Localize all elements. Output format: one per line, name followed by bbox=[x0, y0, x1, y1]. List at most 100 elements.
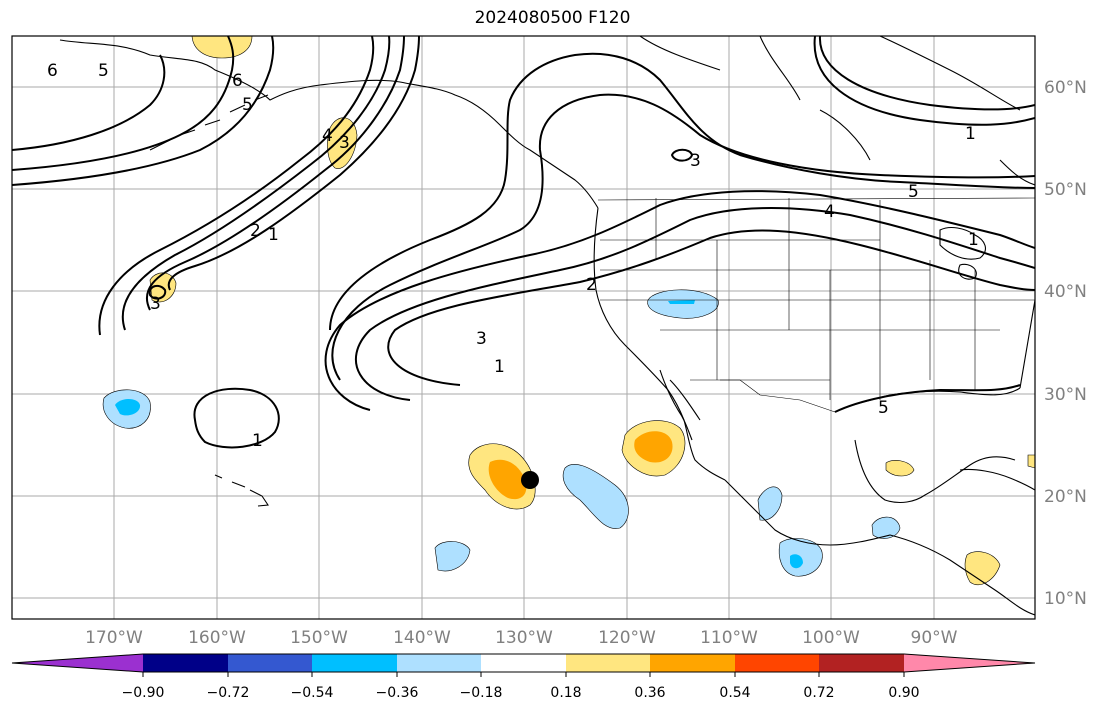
lat-label: 40°N bbox=[1044, 282, 1087, 302]
contour-3 bbox=[12, 54, 166, 151]
contour-trough-1 bbox=[329, 52, 1035, 331]
negative-anomaly-area bbox=[434, 541, 471, 572]
contour-ridge-1 bbox=[98, 36, 375, 336]
colorbar-segment bbox=[12, 654, 143, 672]
negative-anomaly-core bbox=[790, 554, 803, 569]
contour-label: 1 bbox=[968, 230, 979, 250]
colorbar-segment bbox=[143, 654, 228, 672]
contour-high bbox=[813, 36, 1035, 126]
lat-label: 30°N bbox=[1044, 385, 1087, 405]
negative-anomaly-area bbox=[757, 486, 783, 521]
gulf-coast bbox=[834, 387, 1021, 504]
canada-coast bbox=[639, 36, 1035, 186]
colorbar-tick-labels: −0.90 −0.72 −0.54 −0.36 −0.18 0.18 0.36 … bbox=[122, 685, 920, 701]
contour-label: 5 bbox=[98, 61, 109, 81]
contour-ridge-3 bbox=[145, 36, 405, 311]
contour-trough-3 bbox=[324, 190, 1035, 411]
east-coast bbox=[1019, 299, 1035, 389]
contour-label: 1 bbox=[494, 357, 505, 377]
colorbar-tick-label: 0.18 bbox=[550, 685, 581, 701]
negative-anomaly-area bbox=[562, 464, 629, 529]
lat-label: 60°N bbox=[1044, 78, 1087, 98]
lon-label: 120°W bbox=[598, 628, 656, 648]
lon-label: 90°W bbox=[911, 628, 958, 648]
positive-anomaly-area bbox=[191, 36, 253, 59]
map-frame bbox=[11, 35, 1036, 620]
colorbar-tick-label: −0.54 bbox=[291, 685, 334, 701]
contour-closed-1 bbox=[193, 387, 280, 449]
contour-label: 4 bbox=[322, 126, 333, 146]
contour-label: 6 bbox=[47, 61, 58, 81]
colorbar-segment bbox=[566, 654, 650, 672]
latitude-labels: 60°N 50°N 40°N 30°N 20°N 10°N bbox=[1044, 78, 1087, 609]
lon-label: 170°W bbox=[85, 628, 143, 648]
lon-label: 130°W bbox=[495, 628, 553, 648]
political-borders bbox=[597, 197, 1035, 413]
colorbar-segment bbox=[735, 654, 819, 672]
storm-center-dot bbox=[521, 471, 539, 489]
contour-label: 2 bbox=[586, 275, 597, 295]
contour-1 bbox=[12, 36, 235, 171]
contour-trough-5 bbox=[387, 229, 1035, 386]
contour-2 bbox=[12, 36, 275, 186]
graticule bbox=[12, 36, 1035, 619]
contour-label: 3 bbox=[150, 294, 161, 314]
colorbar bbox=[11, 653, 1036, 677]
longitude-labels: 170°W 160°W 150°W 140°W 130°W 120°W 110°… bbox=[85, 628, 958, 648]
contour-labels: 6 5 6 5 4 3 2 1 3 2 3 1 1 3 1 5 4 5 1 bbox=[47, 61, 979, 451]
colorbar-tick-label: 0.54 bbox=[719, 685, 750, 701]
cuba bbox=[959, 468, 1035, 491]
contour-lines bbox=[12, 36, 1035, 449]
contour-trough-2 bbox=[331, 93, 1035, 381]
colorbar-tick-label: 0.72 bbox=[803, 685, 834, 701]
lon-label: 160°W bbox=[188, 628, 246, 648]
contour-label: 5 bbox=[878, 398, 889, 418]
colorbar-segment bbox=[397, 654, 481, 672]
negative-anomaly-area bbox=[871, 516, 901, 539]
colorbar-segment bbox=[904, 654, 1035, 672]
colorbar-tick-label: −0.18 bbox=[460, 685, 503, 701]
colorbar-segment bbox=[819, 654, 904, 672]
contour-small-2 bbox=[148, 284, 167, 300]
colorbar-segment bbox=[228, 654, 312, 672]
lat-label: 10°N bbox=[1044, 589, 1087, 609]
colorbar-tick-label: −0.36 bbox=[376, 685, 419, 701]
contour-label: 3 bbox=[476, 329, 487, 349]
negative-anomaly-area bbox=[647, 289, 719, 319]
contour-label: 1 bbox=[252, 431, 263, 451]
hawaii-islands bbox=[214, 474, 269, 507]
colorbar-segment bbox=[481, 654, 566, 672]
contour-trough-4 bbox=[354, 207, 1035, 401]
map-area: 6 5 6 5 4 3 2 1 3 2 3 1 1 3 1 5 4 5 1 bbox=[12, 36, 1035, 619]
contour-label: 5 bbox=[242, 95, 253, 115]
colorbar-tick-label: −0.90 bbox=[122, 685, 165, 701]
positive-anomaly-core bbox=[488, 459, 527, 500]
contour-label: 2 bbox=[250, 221, 261, 241]
lon-label: 110°W bbox=[700, 628, 758, 648]
positive-anomaly-core bbox=[634, 431, 673, 463]
shaded-anomalies bbox=[102, 36, 1035, 586]
contour-label: 1 bbox=[965, 124, 976, 144]
contour-label: 6 bbox=[232, 71, 243, 91]
lon-label: 150°W bbox=[290, 628, 348, 648]
negative-anomaly-core bbox=[115, 399, 141, 416]
contour-small-1 bbox=[670, 148, 694, 162]
contour-label: 5 bbox=[908, 182, 919, 202]
colorbar-segment bbox=[312, 654, 397, 672]
lat-label: 50°N bbox=[1044, 180, 1087, 200]
lat-label: 20°N bbox=[1044, 487, 1087, 507]
positive-anomaly-area bbox=[1027, 454, 1035, 469]
colorbar-tick-label: −0.72 bbox=[207, 685, 250, 701]
contour-label: 3 bbox=[690, 151, 701, 171]
contour-gulf bbox=[834, 384, 1021, 413]
positive-anomaly-area bbox=[885, 460, 915, 477]
mexico-coast bbox=[724, 479, 1035, 616]
negative-anomaly-core bbox=[668, 300, 695, 304]
lon-label: 100°W bbox=[802, 628, 860, 648]
aleutian-islands bbox=[149, 94, 269, 151]
contour-label: 1 bbox=[268, 225, 279, 245]
alaska-coast bbox=[59, 39, 599, 209]
contour-label: 4 bbox=[824, 202, 835, 222]
colorbar-tick-label: 0.90 bbox=[888, 685, 919, 701]
